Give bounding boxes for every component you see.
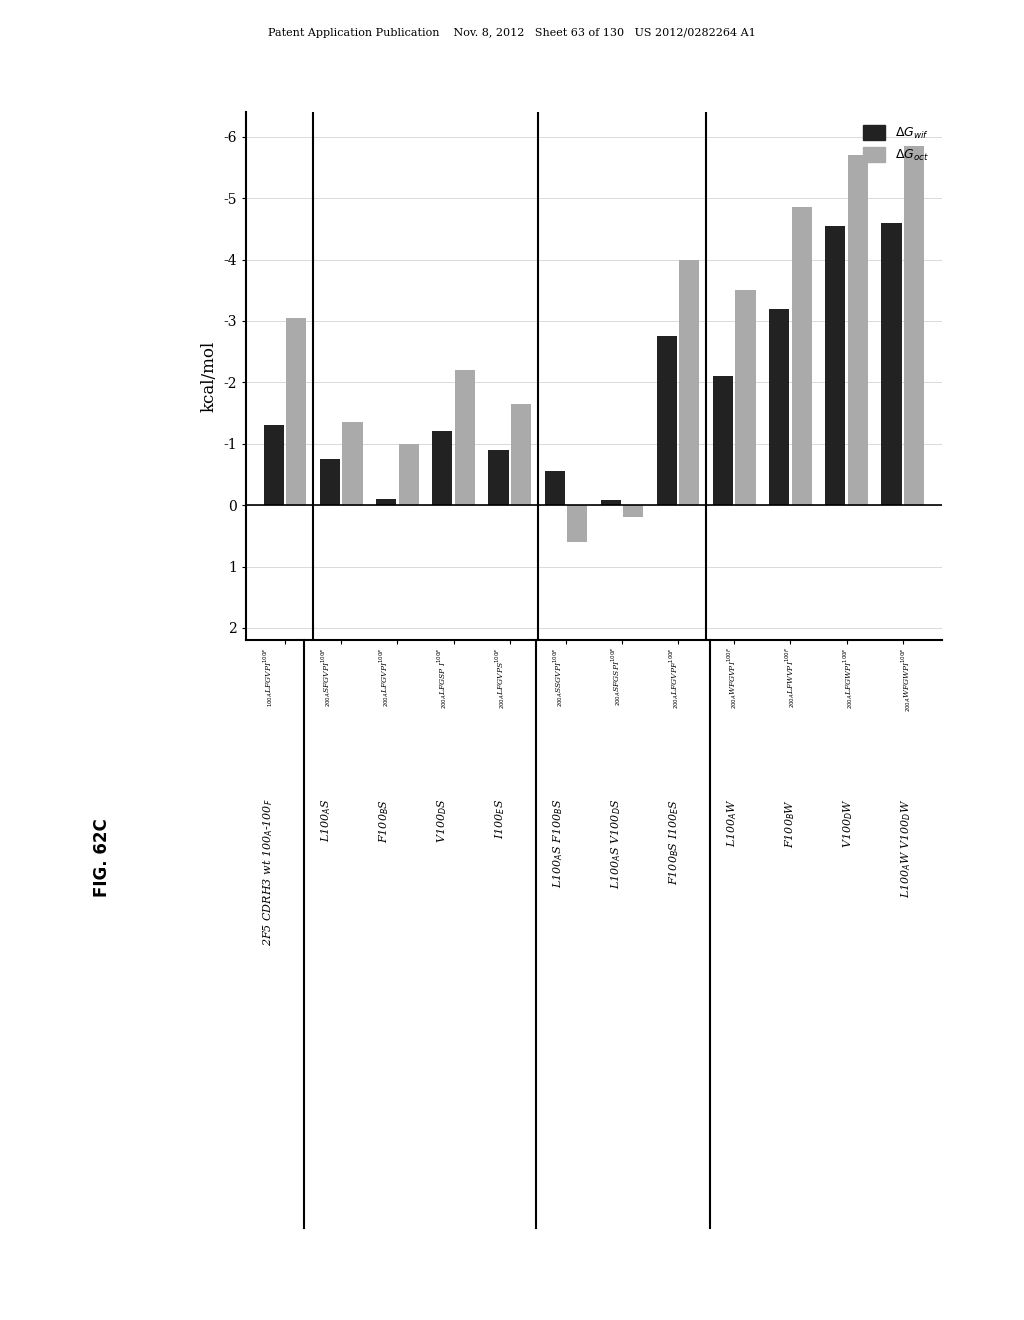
Bar <box>264 425 284 506</box>
Text: Patent Application Publication    Nov. 8, 2012   Sheet 63 of 130   US 2012/02822: Patent Application Publication Nov. 8, 2… <box>268 28 756 38</box>
Bar <box>848 156 868 506</box>
Text: L100$_{A}$S V100$_{D}$S: L100$_{A}$S V100$_{D}$S <box>609 799 623 890</box>
Text: 2F5 CDRH3 wt 100$_{A}$-100$_{F}$: 2F5 CDRH3 wt 100$_{A}$-100$_{F}$ <box>261 799 274 946</box>
Bar <box>488 450 509 506</box>
Text: F100$_{B}$S I100$_{E}$S: F100$_{B}$S I100$_{E}$S <box>668 799 681 884</box>
Text: $_{200A}$LFGWPI$^{100F}$: $_{200A}$LFGWPI$^{100F}$ <box>841 647 855 709</box>
Bar <box>656 337 677 506</box>
Bar <box>398 444 419 506</box>
Text: $_{200A}$LFGSP I$^{100F}$: $_{200A}$LFGSP I$^{100F}$ <box>435 647 449 709</box>
Text: F100$_{B}$W: F100$_{B}$W <box>783 799 797 847</box>
Bar <box>825 226 846 506</box>
Bar <box>376 499 396 506</box>
Text: V100$_{D}$S: V100$_{D}$S <box>435 799 449 843</box>
Text: L100$_{A}$W V100$_{D}$W: L100$_{A}$W V100$_{D}$W <box>899 799 913 898</box>
Bar <box>455 370 475 506</box>
Bar <box>769 309 790 506</box>
Text: $_{200A}$SFGSPI$^{100F}$: $_{200A}$SFGSPI$^{100F}$ <box>609 647 623 706</box>
Bar <box>567 506 587 543</box>
Text: $_{200A}$LFWVPI$^{100F}$: $_{200A}$LFWVPI$^{100F}$ <box>783 647 797 709</box>
Bar <box>511 404 531 506</box>
Y-axis label: kcal/mol: kcal/mol <box>201 341 217 412</box>
Bar <box>432 432 453 506</box>
Bar <box>735 290 756 506</box>
Bar <box>792 207 812 506</box>
Text: L100$_{A}$S F100$_{B}$S: L100$_{A}$S F100$_{B}$S <box>551 799 565 888</box>
Bar <box>319 459 340 506</box>
Text: $_{200A}$SFGVPI$^{100F}$: $_{200A}$SFGVPI$^{100F}$ <box>318 647 333 706</box>
Bar <box>286 318 306 506</box>
Bar <box>904 147 924 506</box>
Legend: $\Delta G_{wif}$, $\Delta G_{oct}$: $\Delta G_{wif}$, $\Delta G_{oct}$ <box>857 119 936 169</box>
Text: L100$_{A}$S: L100$_{A}$S <box>319 799 333 842</box>
Bar <box>545 471 564 506</box>
Text: F100$_{B}$S: F100$_{B}$S <box>377 799 391 842</box>
Text: V100$_{D}$W: V100$_{D}$W <box>842 799 855 849</box>
Text: $_{200A}$WFGVPI$^{100F}$: $_{200A}$WFGVPI$^{100F}$ <box>725 647 739 709</box>
Text: I100$_{E}$S: I100$_{E}$S <box>494 799 507 838</box>
Bar <box>624 506 643 517</box>
Text: $_{200A}$SSGVPI$^{100F}$: $_{200A}$SSGVPI$^{100F}$ <box>551 647 565 706</box>
Text: FIG. 62C: FIG. 62C <box>93 818 112 898</box>
Text: $_{100A}$LFGVPI$^{100F}$: $_{100A}$LFGVPI$^{100F}$ <box>261 647 274 706</box>
Text: $_{200A}$LFGVPS$^{100F}$: $_{200A}$LFGVPS$^{100F}$ <box>493 647 507 709</box>
Bar <box>601 500 621 506</box>
Bar <box>342 422 362 506</box>
Text: $_{200A}$LFGVPF$^{100F}$: $_{200A}$LFGVPF$^{100F}$ <box>667 647 681 709</box>
Text: L100$_{A}$W: L100$_{A}$W <box>725 799 739 847</box>
Bar <box>679 260 699 506</box>
Bar <box>713 376 733 506</box>
Text: $_{200A}$LFGVPI$^{100F}$: $_{200A}$LFGVPI$^{100F}$ <box>377 647 391 706</box>
Text: $_{200A}$WFGWPI$^{100F}$: $_{200A}$WFGWPI$^{100F}$ <box>899 647 913 711</box>
Bar <box>882 223 902 506</box>
